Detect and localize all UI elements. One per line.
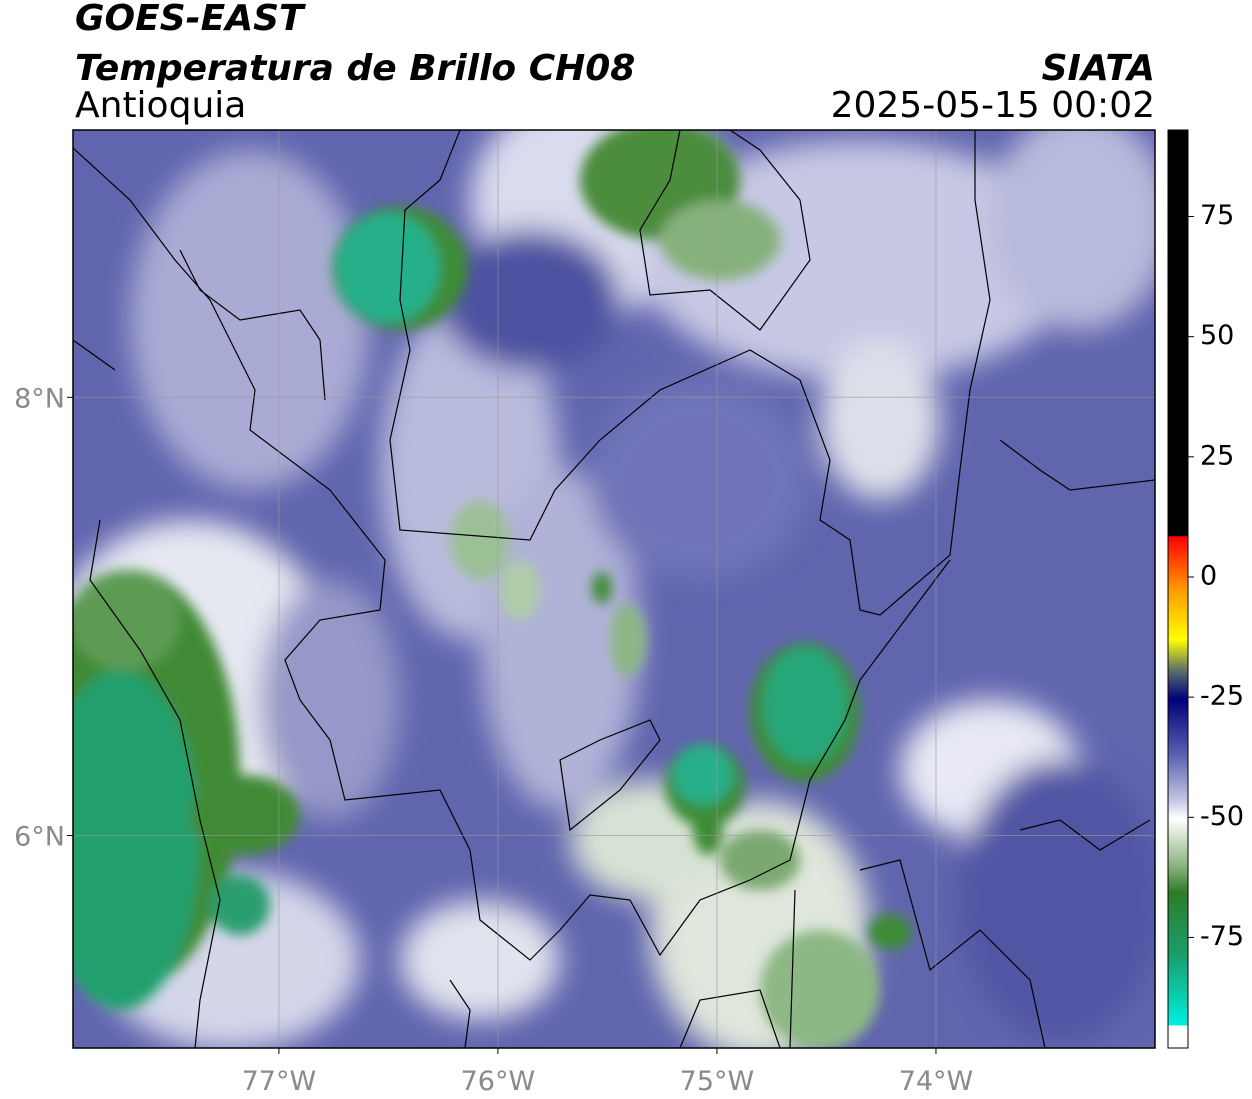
satellite-image <box>73 130 1155 1048</box>
x-tick-label: 75°W <box>680 1066 755 1097</box>
grid <box>73 130 1155 1048</box>
colorbar-tick-label: -50 <box>1200 801 1244 832</box>
title: GOES-EAST <box>75 0 306 39</box>
source: SIATA <box>1042 48 1155 89</box>
y-tick-label: 6°N <box>14 821 65 852</box>
colorbar-ticks: 75 50 25 0 -25 -50 -75 <box>1188 200 1244 952</box>
colorbar-tick-label: -75 <box>1200 921 1244 952</box>
colorbar-tick-label: 25 <box>1200 440 1234 471</box>
x-tick-label: 76°W <box>461 1066 536 1097</box>
x-tick-label: 74°W <box>899 1066 974 1097</box>
datetime: 2025-05-15 00:02 <box>831 85 1155 126</box>
y-tick-label: 8°N <box>14 383 65 414</box>
colorbar-tick-label: 75 <box>1200 200 1234 231</box>
colorbar-tick-label: -25 <box>1200 681 1244 712</box>
colorbar-tick-label: 50 <box>1200 320 1234 351</box>
subtitle: Temperatura de Brillo CH08 <box>75 48 635 89</box>
colorbar-tick-label: 0 <box>1200 560 1217 591</box>
x-tick-label: 77°W <box>242 1066 317 1097</box>
map-frame <box>72 129 1156 1049</box>
colorbar <box>1167 129 1189 1049</box>
region: Antioquia <box>75 85 246 126</box>
